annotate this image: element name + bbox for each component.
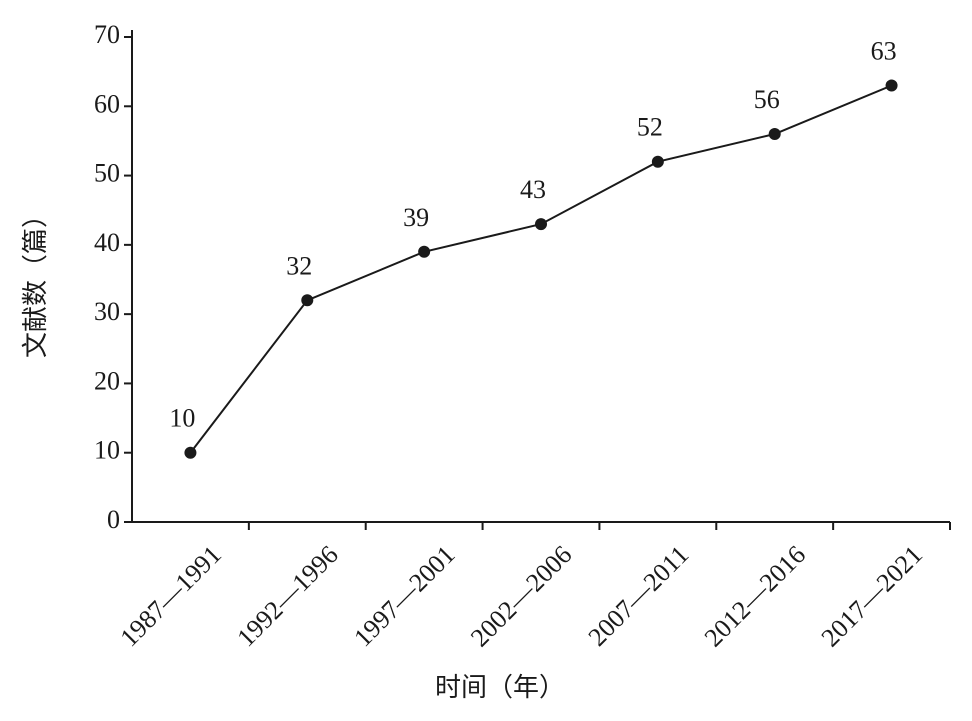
y-tick-label: 60	[94, 89, 120, 118]
x-tick-label: 2012—2016	[699, 540, 811, 652]
data-label: 43	[520, 175, 546, 204]
point	[184, 446, 197, 459]
point	[651, 155, 664, 168]
y-tick-label: 40	[94, 228, 120, 257]
y-axis-title: 文献数（篇）	[21, 202, 50, 358]
y-tick-label: 30	[94, 297, 120, 326]
data-label: 52	[637, 113, 663, 142]
y-tick-label: 20	[94, 366, 120, 395]
point	[301, 294, 314, 307]
data-label: 56	[754, 85, 780, 114]
point	[418, 245, 431, 258]
y-tick-label: 70	[94, 20, 120, 49]
point	[885, 79, 898, 92]
point	[535, 218, 547, 231]
x-tick-label: 2007—2011	[583, 540, 695, 652]
x-tick-label: 1987—1991	[114, 540, 226, 652]
data-label: 39	[403, 203, 429, 232]
x-tick-label: 2002—2006	[465, 540, 577, 652]
y-tick-label: 10	[94, 436, 120, 465]
point	[768, 128, 781, 140]
x-tick-label: 2017—2021	[816, 540, 928, 652]
x-tick-label: 1997—2001	[348, 540, 460, 652]
y-tick-label: 50	[94, 159, 120, 188]
x-axis-title: 时间（年）	[435, 673, 565, 702]
x-tick-label: 1992—1996	[231, 540, 343, 652]
data-label: 32	[286, 251, 312, 280]
data-label: 63	[871, 36, 897, 65]
data-label: 10	[169, 404, 195, 433]
y-tick-label: 0	[107, 505, 120, 534]
